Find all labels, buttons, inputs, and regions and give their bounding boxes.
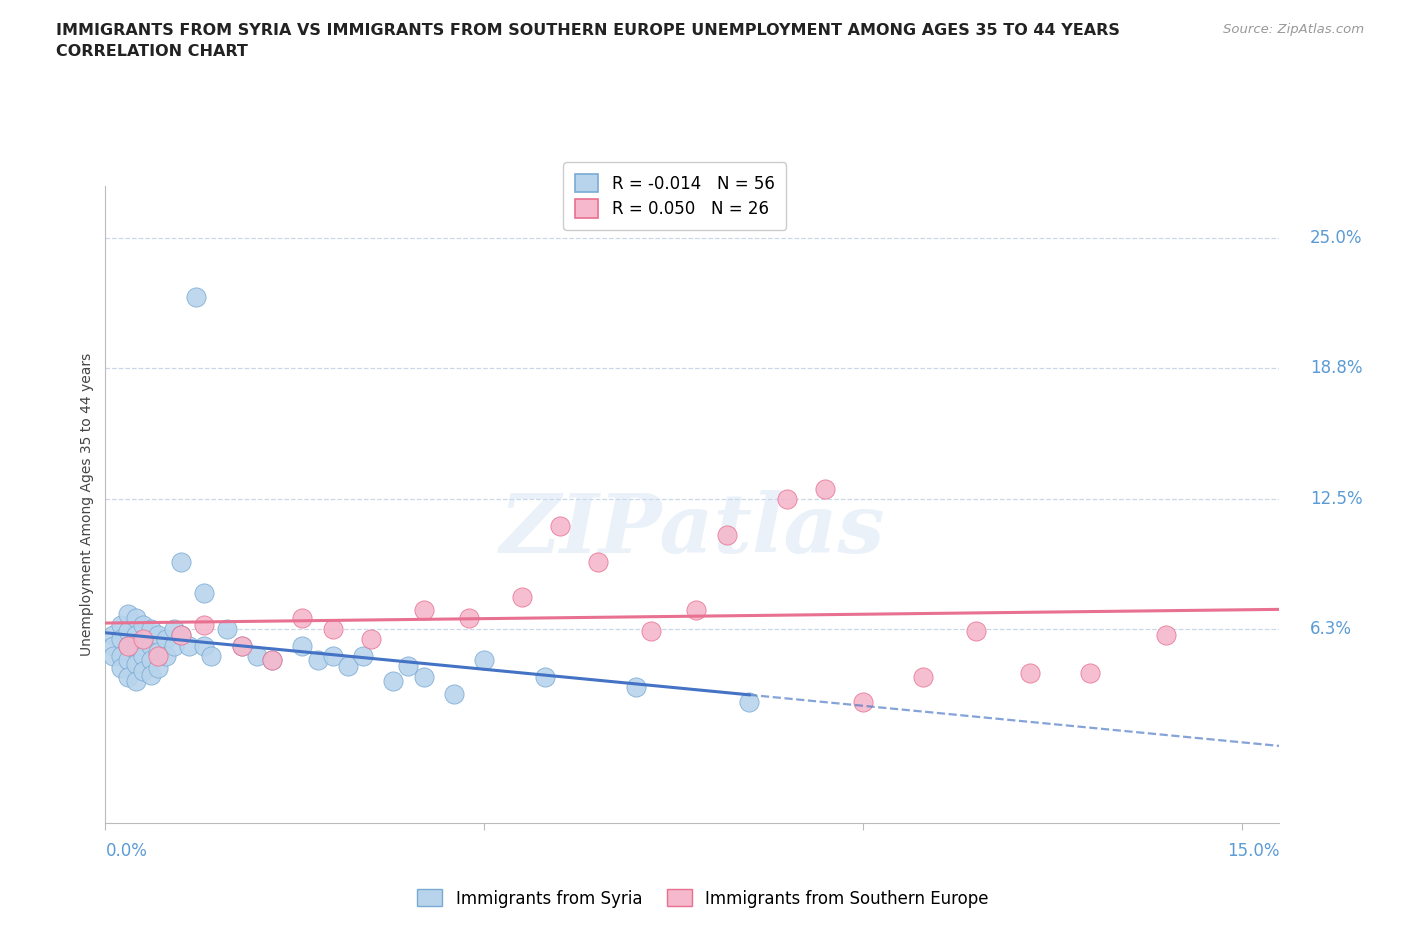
Point: [586, 554, 609, 569]
Point: [1018, 665, 1040, 680]
Point: [132, 634, 155, 649]
Text: 12.5%: 12.5%: [1310, 490, 1362, 509]
Point: [110, 661, 132, 676]
Point: [624, 680, 647, 695]
Point: [110, 618, 132, 632]
Point: [852, 695, 875, 710]
Point: [396, 659, 419, 674]
Point: [132, 648, 155, 663]
Text: CORRELATION CHART: CORRELATION CHART: [56, 44, 247, 59]
Text: ZIPatlas: ZIPatlas: [499, 490, 886, 570]
Point: [139, 668, 162, 683]
Point: [155, 631, 177, 646]
Point: [412, 670, 434, 684]
Point: [814, 482, 837, 497]
Point: [117, 653, 139, 668]
Point: [148, 648, 170, 663]
Point: [125, 628, 148, 643]
Point: [155, 648, 177, 663]
Point: [117, 670, 139, 684]
Point: [117, 606, 139, 621]
Point: [186, 289, 208, 304]
Point: [101, 648, 124, 663]
Point: [193, 586, 215, 601]
Point: [170, 628, 193, 643]
Point: [307, 653, 329, 668]
Point: [148, 644, 170, 659]
Point: [966, 623, 988, 638]
Point: [200, 648, 222, 663]
Legend: R = -0.014   N = 56, R = 0.050   N = 26: R = -0.014 N = 56, R = 0.050 N = 26: [564, 163, 786, 230]
Point: [472, 653, 495, 668]
Point: [132, 663, 155, 678]
Point: [215, 621, 238, 636]
Point: [510, 590, 533, 604]
Point: [738, 695, 761, 710]
Point: [382, 673, 405, 688]
Point: [322, 621, 344, 636]
Text: 15.0%: 15.0%: [1227, 842, 1279, 859]
Text: 0.0%: 0.0%: [105, 842, 148, 859]
Point: [193, 618, 215, 632]
Point: [336, 659, 359, 674]
Point: [640, 623, 662, 638]
Legend: Immigrants from Syria, Immigrants from Southern Europe: Immigrants from Syria, Immigrants from S…: [411, 883, 995, 914]
Point: [117, 638, 139, 653]
Point: [776, 492, 799, 507]
Point: [322, 648, 344, 663]
Point: [170, 554, 193, 569]
Point: [533, 670, 555, 684]
Text: 25.0%: 25.0%: [1310, 229, 1362, 247]
Point: [125, 673, 148, 688]
Point: [912, 670, 935, 684]
Point: [231, 638, 253, 653]
Point: [148, 661, 170, 676]
Point: [117, 638, 139, 653]
Point: [139, 638, 162, 653]
Point: [125, 657, 148, 671]
Point: [132, 631, 155, 646]
Point: [1154, 628, 1177, 643]
Point: [548, 519, 571, 534]
Point: [360, 631, 382, 646]
Point: [291, 611, 314, 626]
Point: [125, 611, 148, 626]
Point: [148, 628, 170, 643]
Point: [139, 621, 162, 636]
Point: [352, 648, 374, 663]
Text: 6.3%: 6.3%: [1310, 619, 1351, 638]
Point: [443, 686, 465, 701]
Point: [162, 621, 184, 636]
Point: [101, 628, 124, 643]
Point: [162, 638, 184, 653]
Point: [110, 631, 132, 646]
Point: [170, 628, 193, 643]
Point: [291, 638, 314, 653]
Point: [1078, 665, 1101, 680]
Text: Source: ZipAtlas.com: Source: ZipAtlas.com: [1223, 23, 1364, 36]
Point: [262, 653, 284, 668]
Point: [685, 603, 707, 618]
Point: [139, 653, 162, 668]
Text: 18.8%: 18.8%: [1310, 359, 1362, 377]
Point: [132, 618, 155, 632]
Point: [177, 638, 200, 653]
Point: [231, 638, 253, 653]
Point: [193, 638, 215, 653]
Point: [716, 527, 738, 542]
Point: [110, 648, 132, 663]
Text: IMMIGRANTS FROM SYRIA VS IMMIGRANTS FROM SOUTHERN EUROPE UNEMPLOYMENT AMONG AGES: IMMIGRANTS FROM SYRIA VS IMMIGRANTS FROM…: [56, 23, 1121, 38]
Point: [458, 611, 481, 626]
Point: [262, 653, 284, 668]
Point: [125, 643, 148, 658]
Point: [412, 603, 434, 618]
Point: [246, 648, 269, 663]
Point: [117, 623, 139, 638]
Y-axis label: Unemployment Among Ages 35 to 44 years: Unemployment Among Ages 35 to 44 years: [80, 352, 94, 657]
Point: [101, 638, 124, 653]
